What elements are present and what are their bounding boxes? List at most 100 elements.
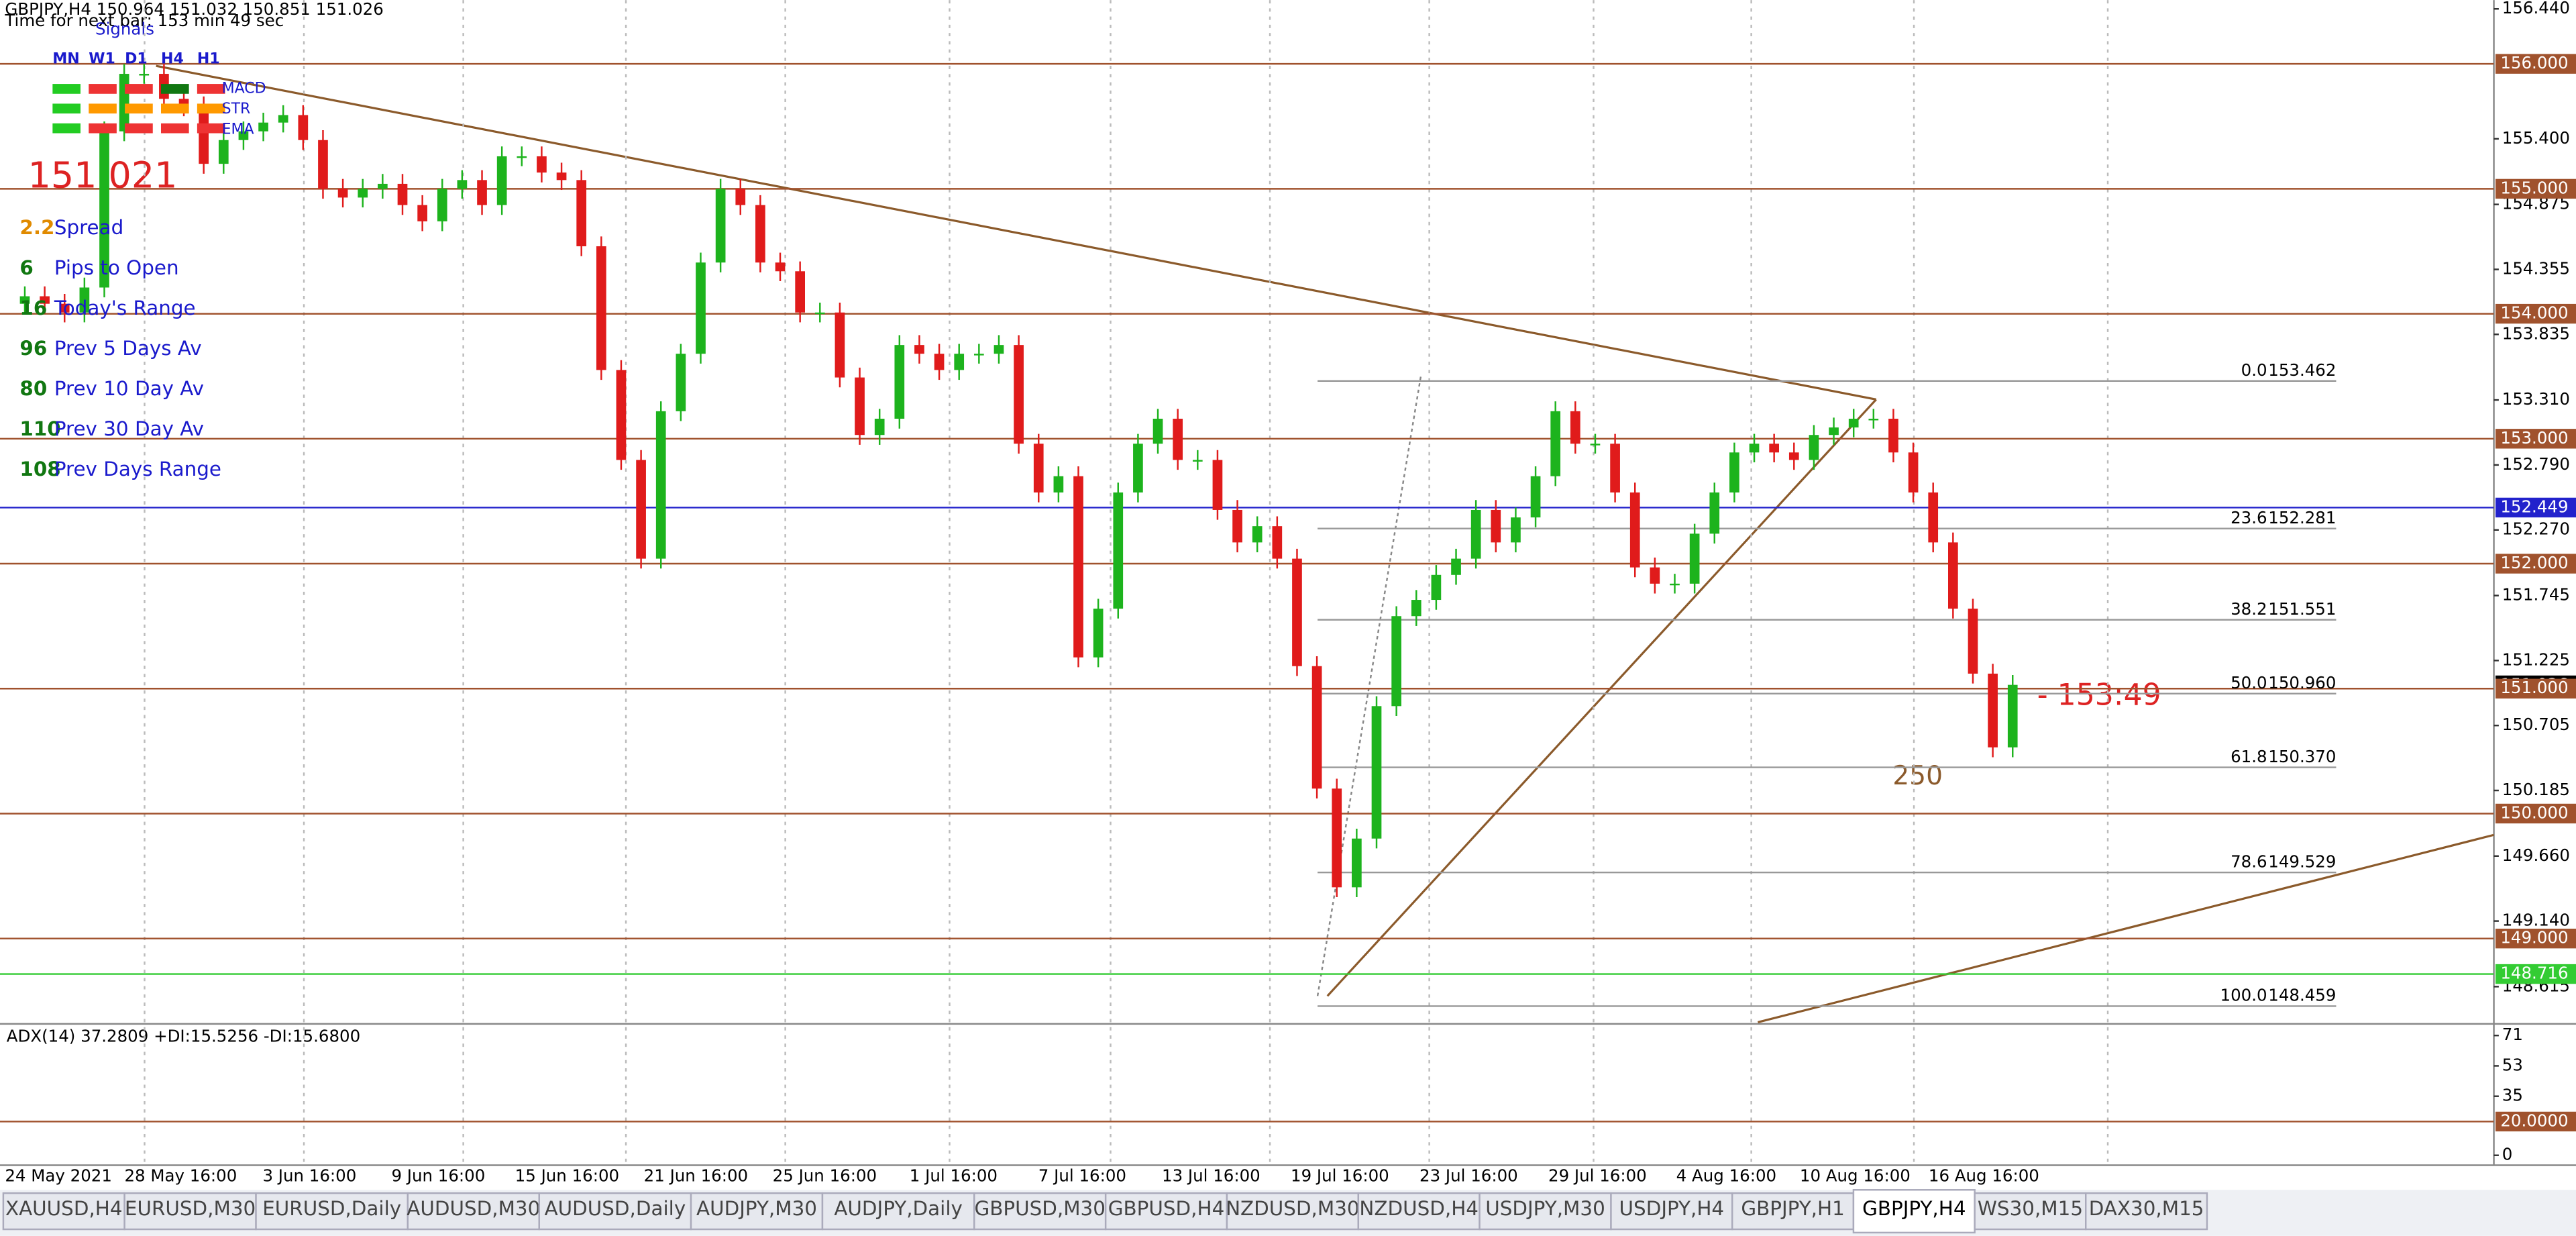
- tab-label[interactable]: EURUSD,Daily: [262, 1197, 401, 1220]
- candle: [755, 205, 765, 263]
- candle: [99, 131, 109, 288]
- candle: [1590, 444, 1601, 446]
- candle: [298, 115, 309, 140]
- tab[interactable]: [2084, 1192, 2208, 1231]
- candle: [1908, 452, 1919, 493]
- candle: [2007, 684, 2018, 748]
- candle: [1829, 427, 1839, 435]
- candle: [238, 131, 249, 140]
- level-badge: [2496, 803, 2576, 824]
- y-tick-label: 153.310: [2502, 389, 2570, 409]
- stat-label: Prev Days Range: [54, 458, 221, 480]
- indicator-name: STR: [222, 101, 251, 117]
- candle: [1311, 666, 1322, 789]
- adx-tick-label: 53: [2502, 1055, 2523, 1074]
- tab-label[interactable]: XAUUSD,H4: [5, 1197, 123, 1220]
- fib-level: 61.8: [2231, 747, 2267, 766]
- candle: [1530, 476, 1541, 518]
- candle: [1212, 460, 1223, 510]
- swing-annotation: 250: [1892, 761, 1943, 791]
- time-label: 13 Jul 16:00: [1162, 1166, 1260, 1186]
- tab[interactable]: [407, 1192, 540, 1231]
- signal-cell: [197, 103, 225, 114]
- adx-tick-label: 71: [2502, 1025, 2523, 1044]
- tab[interactable]: [123, 1192, 257, 1231]
- fib-price: 150.370: [2268, 747, 2336, 766]
- y-tick-label: 149.660: [2502, 845, 2570, 865]
- level-label: 155.000: [2500, 178, 2568, 197]
- tab[interactable]: [1479, 1192, 1612, 1231]
- tab[interactable]: [690, 1192, 824, 1231]
- tab-label[interactable]: GBPUSD,M30: [974, 1197, 1105, 1220]
- tab[interactable]: [1610, 1192, 1733, 1231]
- level-badge: [2496, 678, 2576, 699]
- tab-label[interactable]: EURUSD,M30: [125, 1197, 256, 1220]
- stat-value: 108: [19, 458, 60, 480]
- level-label: 152.000: [2500, 553, 2568, 572]
- tab[interactable]: [1731, 1192, 1855, 1231]
- tab[interactable]: [973, 1192, 1107, 1231]
- candle: [1928, 492, 1939, 543]
- adx-tick-label: 0: [2502, 1145, 2513, 1164]
- candle: [1232, 509, 1242, 543]
- time-label: 29 Jul 16:00: [1548, 1166, 1647, 1186]
- tab[interactable]: [1226, 1192, 1360, 1231]
- stat-value: 2.2: [19, 216, 54, 239]
- candle: [735, 189, 746, 205]
- candle: [1252, 526, 1263, 543]
- tab[interactable]: [1974, 1192, 2087, 1231]
- tab-label[interactable]: NZDUSD,H4: [1359, 1197, 1479, 1220]
- candle: [199, 106, 209, 164]
- candle: [795, 271, 805, 313]
- time-label: 10 Aug 16:00: [1800, 1166, 1911, 1186]
- tab[interactable]: [1104, 1192, 1228, 1231]
- time-label: 19 Jul 16:00: [1291, 1166, 1389, 1186]
- tab-label[interactable]: USDJPY,H4: [1619, 1197, 1725, 1220]
- tab-label[interactable]: GBPJPY,H1: [1741, 1197, 1844, 1220]
- y-tick-label: 151.745: [2502, 585, 2570, 605]
- candle: [218, 140, 229, 164]
- fib-price: 152.281: [2268, 508, 2336, 527]
- signal-cell: [161, 84, 189, 94]
- tab-label[interactable]: AUDUSD,M30: [407, 1197, 540, 1220]
- candle: [1391, 616, 1401, 707]
- candle: [1073, 476, 1083, 658]
- tab[interactable]: [538, 1192, 692, 1231]
- tab-label[interactable]: AUDJPY,Daily: [834, 1197, 963, 1220]
- candle: [1788, 452, 1799, 460]
- y-tick-label: 151.225: [2502, 650, 2570, 669]
- candle: [1629, 492, 1640, 568]
- tab[interactable]: [1357, 1192, 1481, 1231]
- candle: [596, 246, 606, 370]
- tab-label[interactable]: DAX30,M15: [2089, 1197, 2204, 1220]
- candle: [1610, 444, 1620, 493]
- signal-cell: [125, 84, 153, 94]
- level-badge: [2496, 178, 2576, 199]
- candle: [1192, 460, 1203, 462]
- level-badge: [2496, 554, 2576, 574]
- stat-label: Pips to Open: [54, 256, 179, 279]
- candle: [1848, 419, 1859, 428]
- candle: [40, 296, 50, 304]
- time-label: 1 Jul 16:00: [910, 1166, 998, 1186]
- candle: [874, 419, 885, 435]
- candle: [1709, 492, 1720, 534]
- tab-label[interactable]: AUDUSD,Daily: [545, 1197, 686, 1220]
- tab-label[interactable]: GBPUSD,H4: [1108, 1197, 1225, 1220]
- indicator-name: EMA: [222, 121, 254, 138]
- signal-cell: [89, 123, 117, 134]
- tab-label[interactable]: WS30,M15: [1978, 1197, 2083, 1220]
- level-badge: [2496, 964, 2576, 984]
- timeframe: D1: [125, 50, 148, 67]
- fib-level: 38.2: [2231, 599, 2267, 619]
- tab-label[interactable]: USDJPY,M30: [1485, 1197, 1605, 1220]
- tab-label[interactable]: GBPJPY,H4: [1862, 1197, 1966, 1220]
- level-label: 151.000: [2500, 678, 2568, 697]
- level-badge: [2496, 429, 2576, 449]
- time-label: 21 Jun 16:00: [644, 1166, 748, 1186]
- tab-label[interactable]: NZDUSD,M30: [1226, 1197, 1360, 1220]
- adx-tick-label: 20.0000: [2500, 1111, 2568, 1130]
- signal-cell: [89, 103, 117, 114]
- tab-label[interactable]: AUDJPY,M30: [696, 1197, 817, 1220]
